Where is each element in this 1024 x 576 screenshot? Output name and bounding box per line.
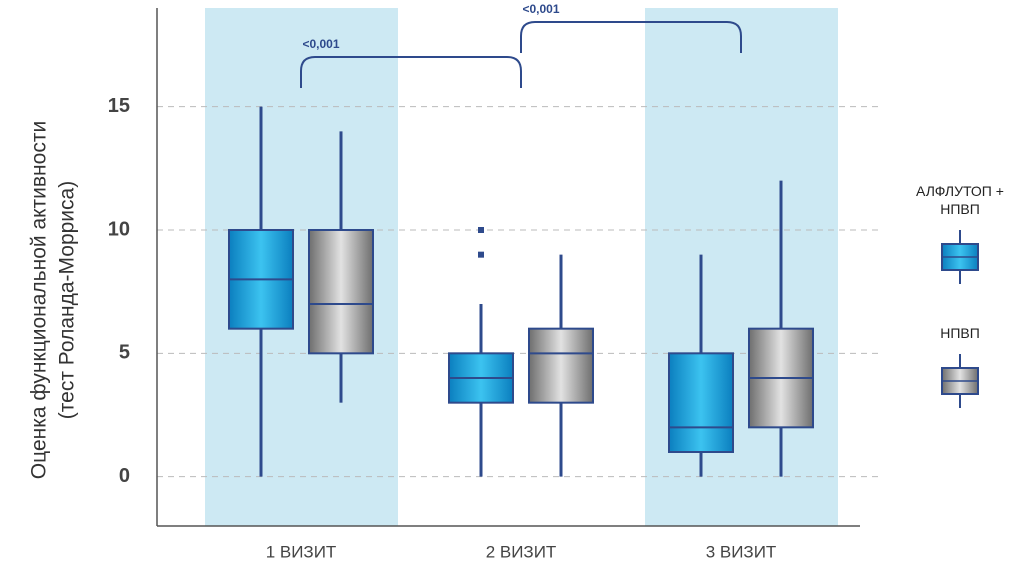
x-tick-label: 3 ВИЗИТ (706, 542, 777, 561)
box (668, 352, 734, 454)
y-tick-label: 15 (108, 95, 130, 117)
x-tick-label: 1 ВИЗИТ (266, 542, 337, 561)
box (528, 327, 594, 404)
bracket (300, 56, 522, 88)
y-axis-label: Оценка функциональной активности (28, 121, 51, 479)
outlier (478, 251, 484, 258)
x-tick-label: 2 ВИЗИТ (486, 542, 557, 561)
annotation: <0,001 (302, 37, 339, 51)
y-tick-label: 0 (119, 465, 130, 487)
y-tick-label: 5 (119, 342, 130, 364)
bracket (520, 21, 742, 53)
annotation: <0,001 (522, 2, 559, 16)
outlier (478, 227, 484, 233)
legend-label: АЛФЛУТОП + НПВП (916, 183, 1004, 217)
y-tick-label: 10 (108, 218, 130, 240)
legend-label: НПВП (940, 325, 980, 341)
y-axis-label: (тест Роланда-Морриса) (56, 181, 79, 419)
box (308, 229, 374, 355)
